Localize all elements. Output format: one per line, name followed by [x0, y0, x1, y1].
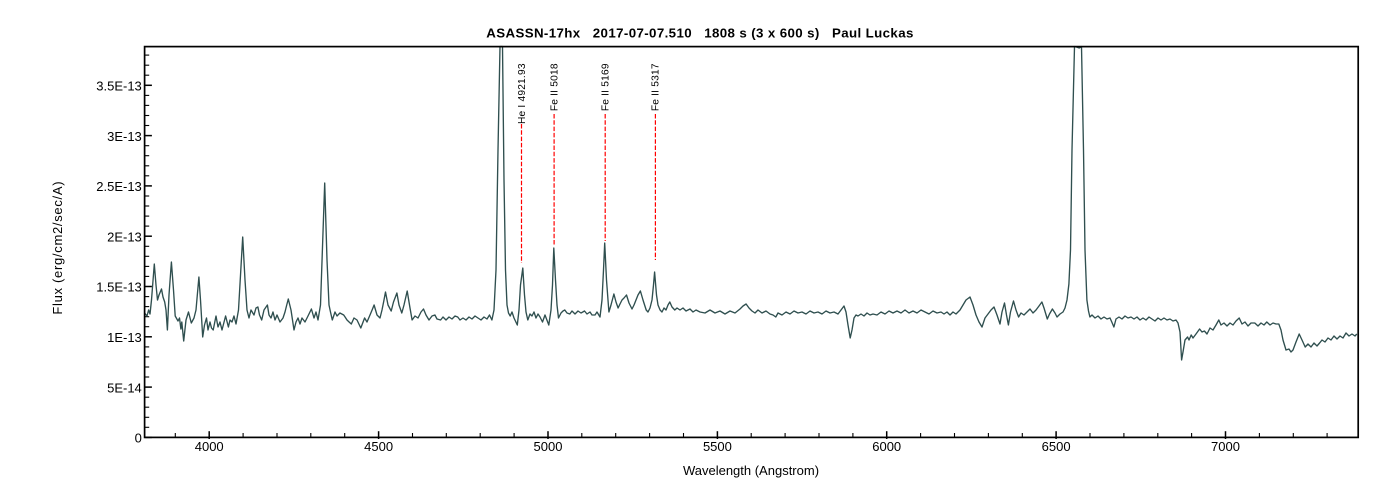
- svg-text:Flux (erg/cm2/sec/A): Flux (erg/cm2/sec/A): [50, 181, 65, 315]
- svg-text:He I 4921.93: He I 4921.93: [517, 63, 528, 124]
- svg-text:2.5E-13: 2.5E-13: [96, 179, 142, 194]
- svg-text:4000: 4000: [195, 439, 224, 454]
- svg-text:6000: 6000: [872, 439, 901, 454]
- svg-text:5000: 5000: [534, 439, 563, 454]
- svg-text:ASASSN-17hx 2017-07-07.510: ASASSN-17hx 2017-07-07.510 1808 s (3 x 6…: [486, 25, 914, 40]
- svg-text:Fe II 5169: Fe II 5169: [601, 63, 612, 111]
- svg-text:0: 0: [135, 431, 142, 446]
- svg-text:3.5E-13: 3.5E-13: [96, 79, 142, 94]
- svg-text:1E-13: 1E-13: [107, 330, 142, 345]
- svg-text:3E-13: 3E-13: [107, 129, 142, 144]
- svg-text:5500: 5500: [703, 439, 732, 454]
- svg-text:6500: 6500: [1042, 439, 1071, 454]
- svg-text:5E-14: 5E-14: [107, 380, 142, 395]
- svg-text:Fe II 5018: Fe II 5018: [549, 63, 560, 111]
- svg-text:1.5E-13: 1.5E-13: [96, 280, 142, 295]
- svg-text:Fe II 5317: Fe II 5317: [651, 63, 662, 111]
- svg-text:Wavelength (Angstrom): Wavelength (Angstrom): [683, 463, 819, 478]
- svg-text:2E-13: 2E-13: [107, 229, 142, 244]
- svg-text:7000: 7000: [1211, 439, 1240, 454]
- svg-text:4500: 4500: [364, 439, 393, 454]
